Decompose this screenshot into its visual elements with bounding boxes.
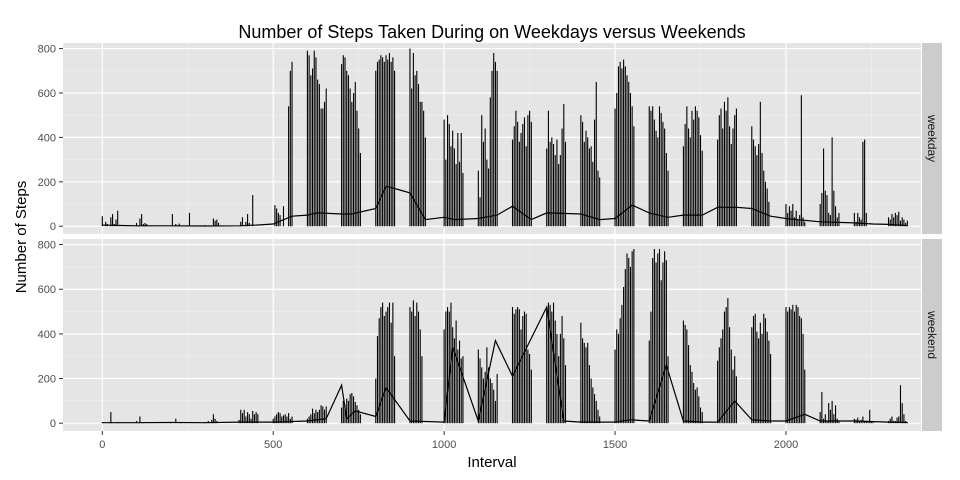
x-tick-label: 0 [99, 439, 105, 451]
x-tick-label: 500 [264, 439, 282, 451]
chart-title: Number of Steps Taken During on Weekdays… [238, 22, 745, 42]
y-tick-label: 800 [38, 44, 56, 56]
x-tick-label: 1500 [603, 439, 627, 451]
panels-layer: 0 200 400 600 800 weekday 0 200 400 600 800 weekend… [38, 43, 942, 451]
y-tick-label: 200 [38, 374, 56, 386]
x-axis-title: Interval [467, 454, 516, 471]
panel-weekday: 0 200 400 600 800 weekday [38, 43, 942, 234]
y-tick-label: 0 [50, 221, 56, 233]
facet-strip-label: weekday [925, 114, 939, 162]
facet-strip [922, 239, 942, 431]
y-axis-title: Number of Steps [13, 181, 30, 294]
panel-weekend: 0 200 400 600 800 weekend [38, 239, 942, 431]
y-tick-label: 600 [38, 88, 56, 100]
y-tick-label: 600 [38, 284, 56, 296]
y-tick-label: 0 [50, 418, 56, 430]
series-line [102, 185, 908, 227]
y-tick-label: 400 [38, 132, 56, 144]
series-line [102, 305, 908, 424]
y-tick-label: 400 [38, 329, 56, 341]
x-tick-label: 1000 [432, 439, 456, 451]
x-tick-label: 2000 [774, 439, 798, 451]
y-tick-label: 200 [38, 177, 56, 189]
facet-strip [922, 43, 942, 234]
y-tick-label: 800 [38, 240, 56, 252]
facet-strip-label: weekend [925, 310, 939, 359]
